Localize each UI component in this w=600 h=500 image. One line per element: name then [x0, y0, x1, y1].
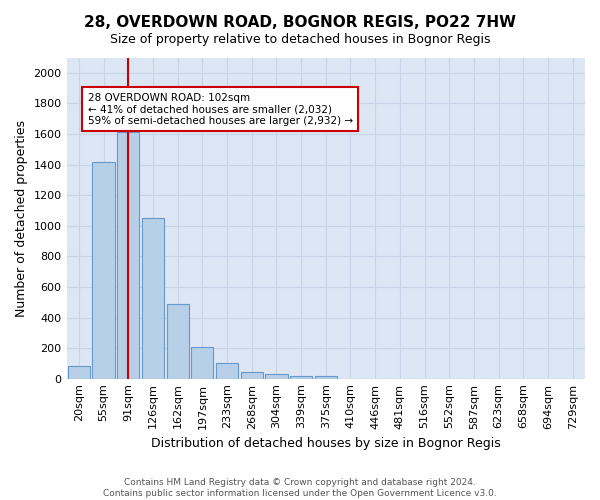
X-axis label: Distribution of detached houses by size in Bognor Regis: Distribution of detached houses by size … [151, 437, 500, 450]
Bar [68, 366, 90, 378]
Bar [265, 374, 287, 378]
Text: 28 OVERDOWN ROAD: 102sqm
← 41% of detached houses are smaller (2,032)
59% of sem: 28 OVERDOWN ROAD: 102sqm ← 41% of detach… [88, 92, 353, 126]
Text: Contains HM Land Registry data © Crown copyright and database right 2024.
Contai: Contains HM Land Registry data © Crown c… [103, 478, 497, 498]
Y-axis label: Number of detached properties: Number of detached properties [15, 120, 28, 316]
Bar [241, 372, 263, 378]
Bar [92, 162, 115, 378]
Bar [117, 132, 139, 378]
Text: Size of property relative to detached houses in Bognor Regis: Size of property relative to detached ho… [110, 32, 490, 46]
Bar [167, 304, 189, 378]
Text: 28, OVERDOWN ROAD, BOGNOR REGIS, PO22 7HW: 28, OVERDOWN ROAD, BOGNOR REGIS, PO22 7H… [84, 15, 516, 30]
Bar [142, 218, 164, 378]
Bar [290, 376, 312, 378]
Bar [191, 348, 214, 378]
Bar [314, 376, 337, 378]
Bar [216, 362, 238, 378]
